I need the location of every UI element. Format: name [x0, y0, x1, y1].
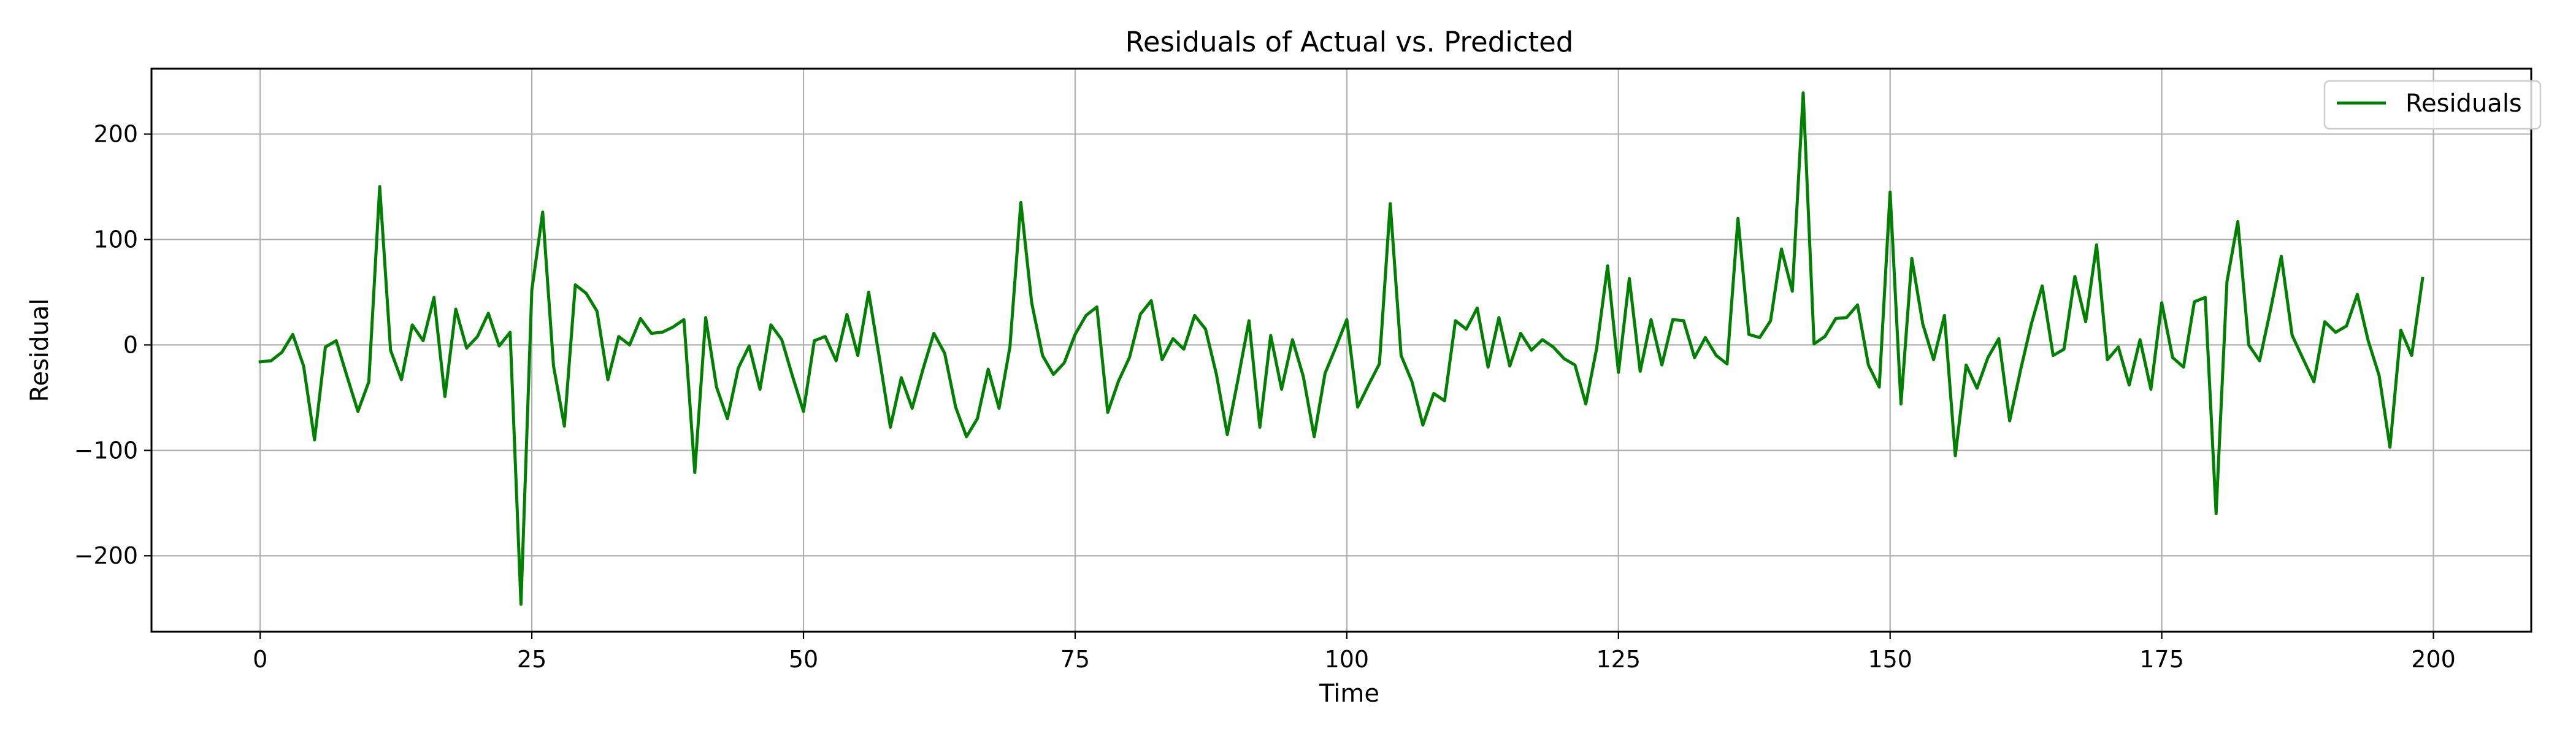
- legend-entry-residuals: Residuals: [2405, 90, 2522, 118]
- series-line-residuals: [258, 91, 2425, 606]
- x-tick-label: 200: [2411, 646, 2456, 673]
- legend: Residuals: [2323, 80, 2542, 130]
- x-axis-label: Time: [1319, 680, 1379, 708]
- x-axis-ticks: 0 25 50 75 100 125 150 175 200: [253, 632, 2456, 673]
- x-tick-label: 50: [789, 646, 818, 673]
- x-tick-label: 25: [517, 646, 546, 673]
- y-axis-ticks: −200 −100 0 100 200: [74, 121, 151, 569]
- y-axis-label: Residual: [26, 299, 54, 402]
- x-tick-label: 100: [1325, 646, 1370, 673]
- x-tick-label: 150: [1868, 646, 1912, 673]
- y-tick-label: −200: [74, 542, 138, 569]
- y-tick-label: 100: [93, 226, 138, 253]
- y-tick-label: 0: [123, 331, 138, 358]
- x-tick-label: 125: [1597, 646, 1641, 673]
- x-tick-label: 75: [1060, 646, 1090, 673]
- series-layer: [258, 91, 2425, 606]
- x-tick-label: 175: [2139, 646, 2184, 673]
- plot-frame: [150, 67, 2532, 633]
- grid-layer: [151, 69, 2531, 632]
- chart-title: Residuals of Actual vs. Predicted: [1125, 26, 1574, 58]
- y-tick-label: 200: [93, 121, 138, 148]
- legend-box: [2323, 80, 2542, 130]
- y-tick-label: −100: [74, 437, 138, 464]
- x-tick-label: 0: [253, 646, 267, 673]
